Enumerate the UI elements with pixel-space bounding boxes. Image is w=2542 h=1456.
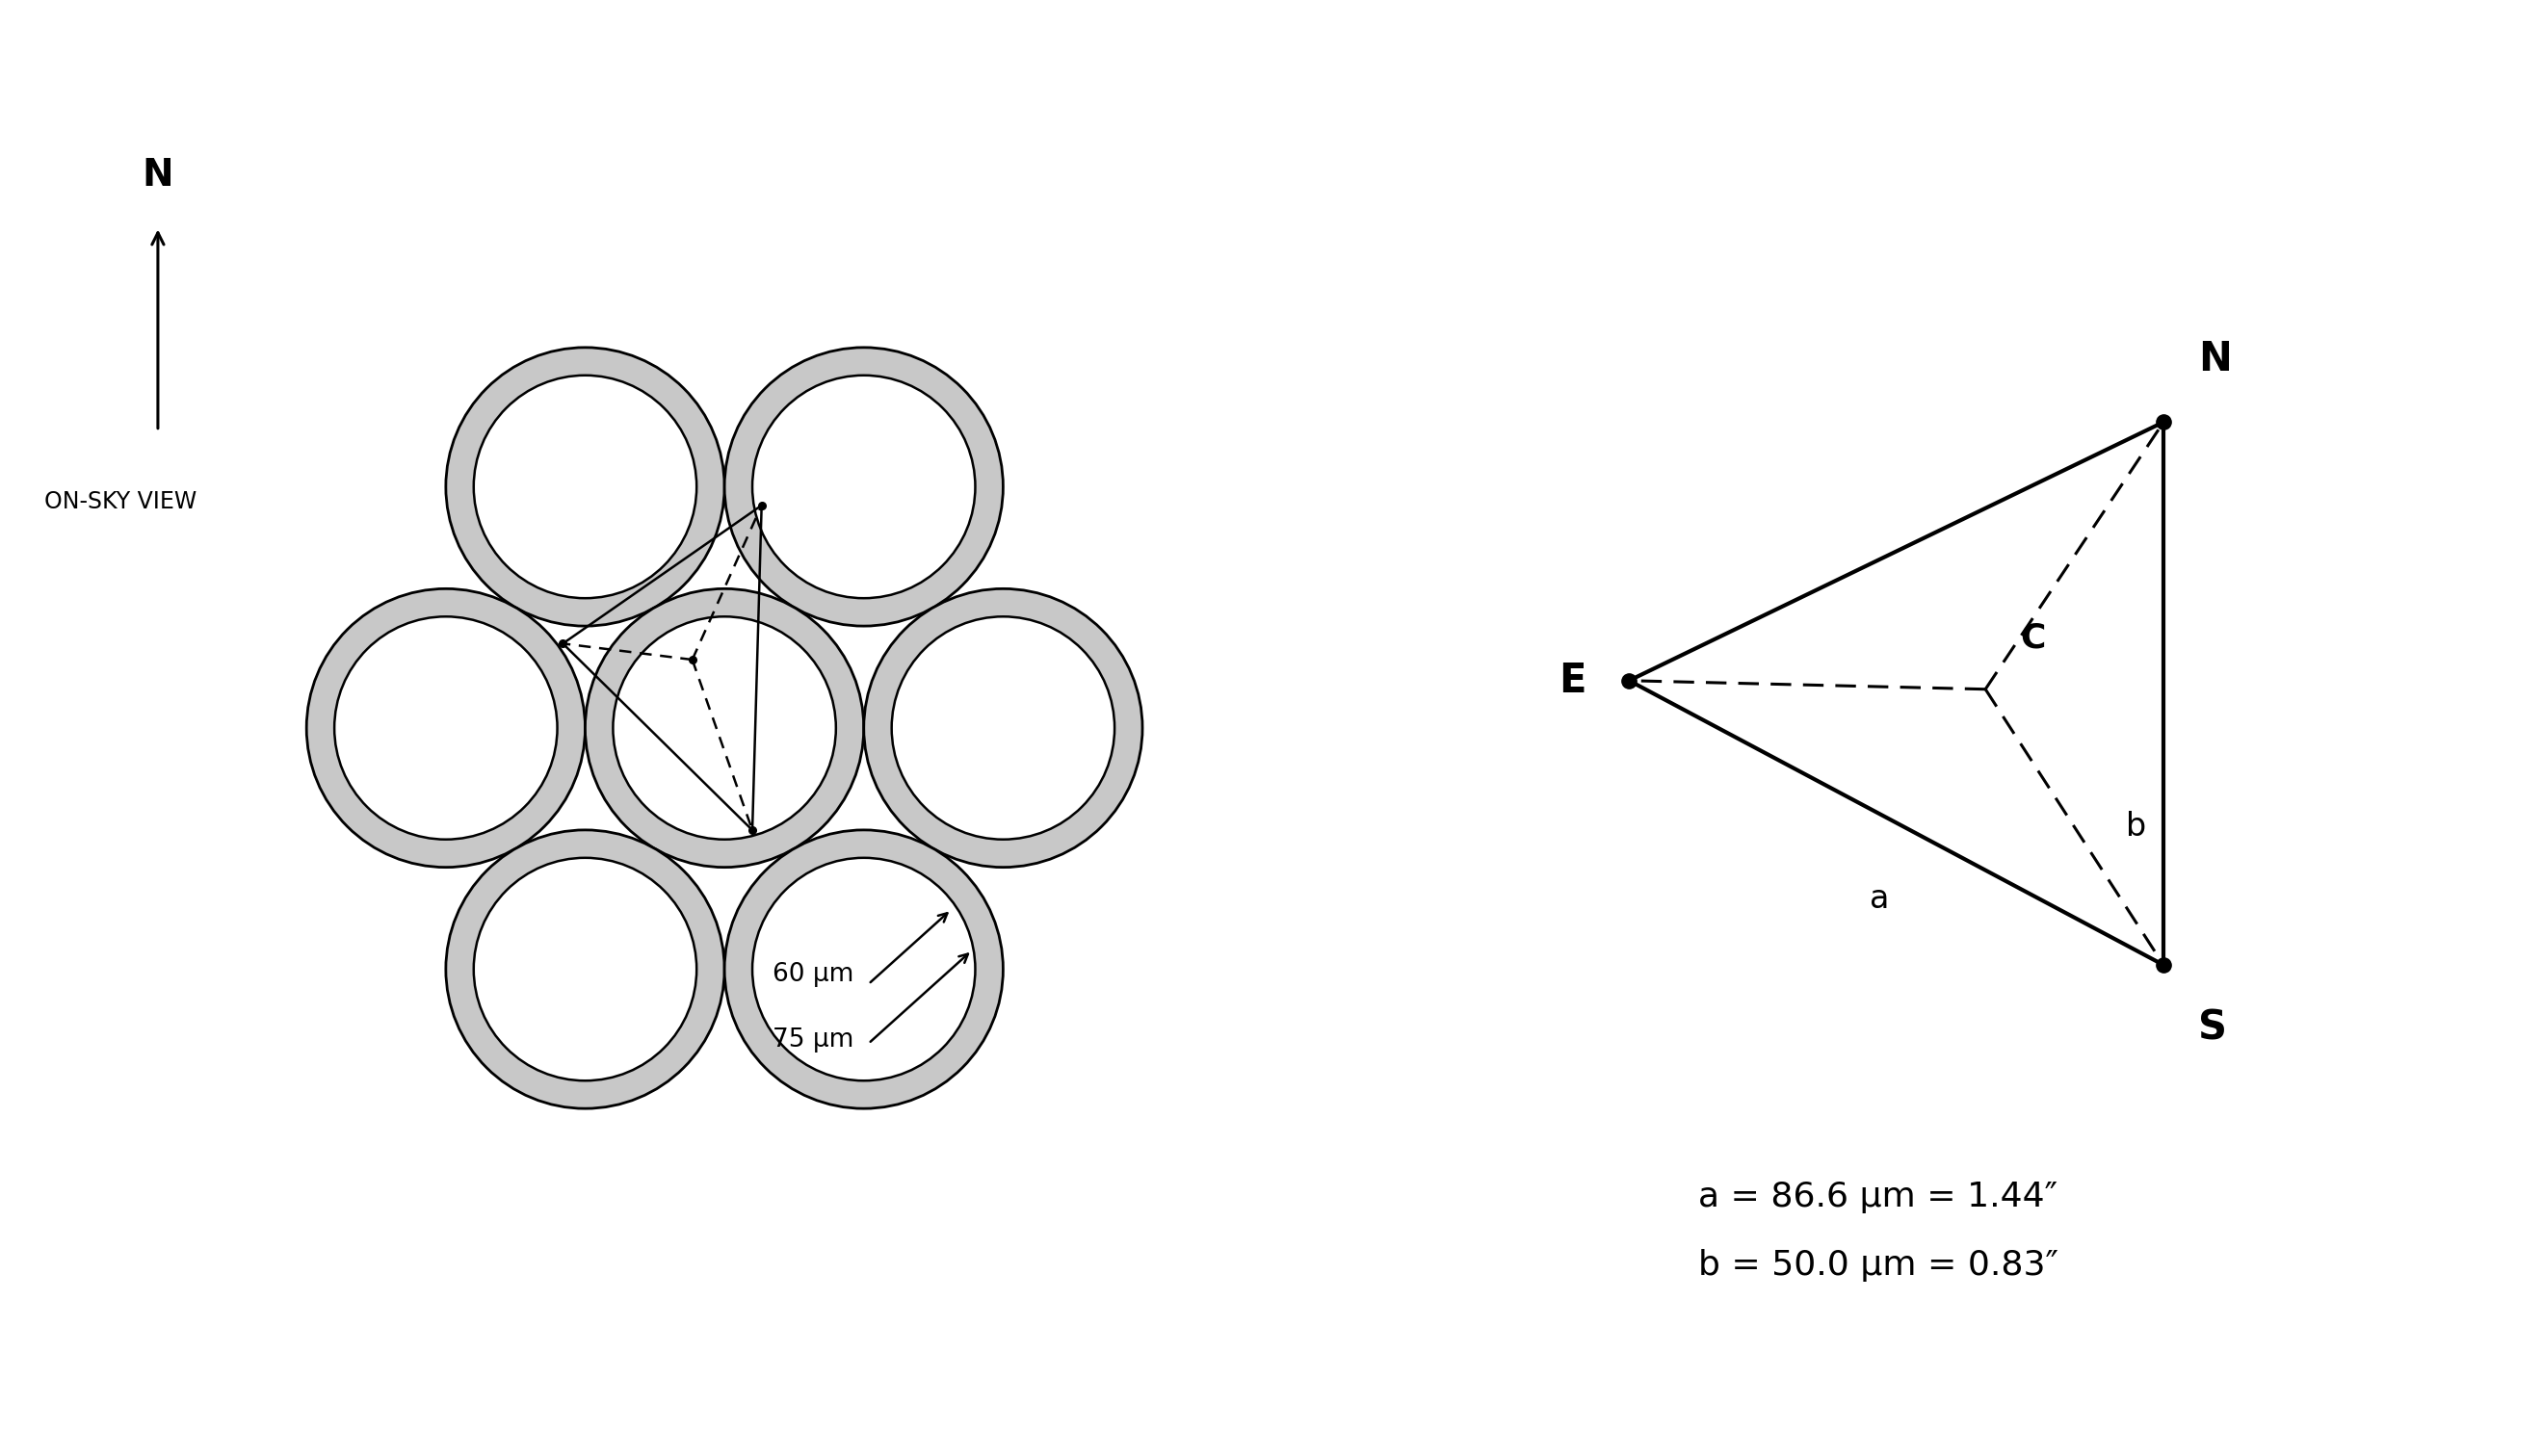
Circle shape bbox=[473, 376, 697, 598]
Text: a = 86.6 μm = 1.44″: a = 86.6 μm = 1.44″ bbox=[1698, 1181, 2056, 1213]
Text: N: N bbox=[142, 157, 173, 194]
Circle shape bbox=[864, 588, 1141, 868]
Text: b: b bbox=[2125, 811, 2145, 843]
Circle shape bbox=[613, 616, 836, 840]
Text: S: S bbox=[2199, 1008, 2227, 1048]
Text: ON-SKY VIEW: ON-SKY VIEW bbox=[46, 491, 196, 514]
Circle shape bbox=[724, 830, 1004, 1108]
Text: E: E bbox=[1558, 661, 1586, 700]
Circle shape bbox=[308, 588, 585, 868]
Circle shape bbox=[752, 858, 976, 1080]
Circle shape bbox=[585, 588, 864, 868]
Text: N: N bbox=[2199, 338, 2232, 379]
Circle shape bbox=[445, 830, 724, 1108]
Circle shape bbox=[752, 376, 976, 598]
Text: 60 μm: 60 μm bbox=[773, 962, 854, 987]
Circle shape bbox=[892, 616, 1113, 840]
Circle shape bbox=[473, 858, 697, 1080]
Text: C: C bbox=[2021, 622, 2046, 655]
Circle shape bbox=[724, 348, 1004, 626]
Circle shape bbox=[336, 616, 557, 840]
Text: b = 50.0 μm = 0.83″: b = 50.0 μm = 0.83″ bbox=[1698, 1249, 2059, 1283]
Circle shape bbox=[445, 348, 724, 626]
Text: 75 μm: 75 μm bbox=[773, 1028, 854, 1053]
Text: a: a bbox=[1868, 884, 1889, 914]
